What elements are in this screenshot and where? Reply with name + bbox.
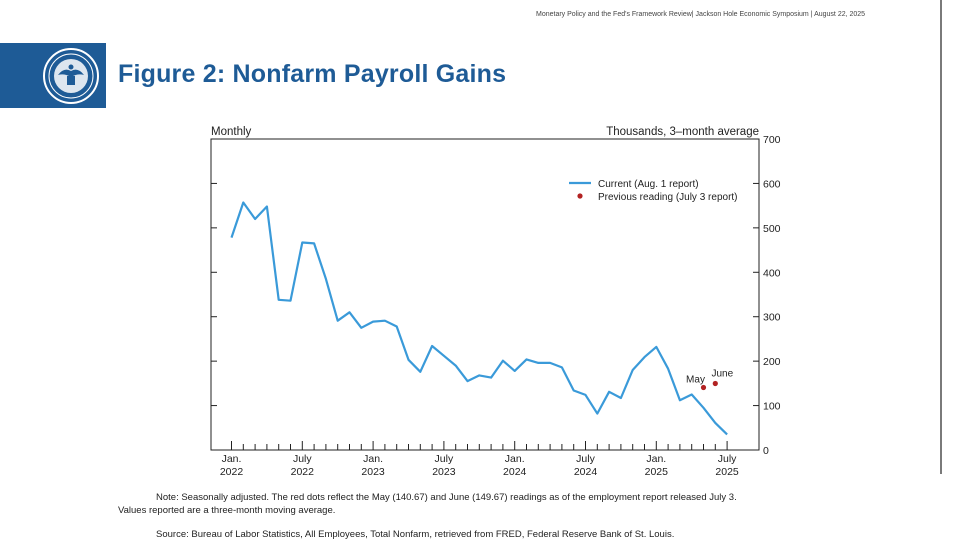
x-tick-month-label: Jan.: [646, 453, 666, 465]
legend-current-label: Current (Aug. 1 report): [598, 179, 699, 190]
x-tick-month-label: July: [435, 453, 454, 465]
slide-right-rule: [940, 0, 942, 474]
y-tick-label: 0: [763, 445, 769, 457]
plot-frame: [210, 138, 760, 451]
left-axis-label: Monthly: [211, 126, 252, 138]
previous-reading-label: May: [686, 375, 705, 386]
previous-reading-dot: [700, 384, 707, 391]
y-tick-label: 100: [763, 401, 781, 413]
note-line-1: Note: Seasonally adjusted. The red dots …: [156, 492, 737, 503]
x-tick-year-label: 2022: [291, 466, 315, 478]
y-tick-label: 500: [763, 223, 781, 235]
figure-note: Note: Seasonally adjusted. The red dots …: [118, 492, 898, 517]
note-line-2: Values reported are a three-month moving…: [118, 504, 336, 516]
federal-reserve-seal-icon: [43, 48, 99, 104]
y-tick-label: 700: [763, 134, 781, 146]
x-tick-month-label: Jan.: [363, 453, 383, 465]
previous-reading-label: June: [711, 369, 733, 380]
x-tick-month-label: Jan.: [505, 453, 525, 465]
legend-previous-label: Previous reading (July 3 report): [598, 192, 738, 203]
x-tick-month-label: July: [718, 453, 737, 465]
x-tick-year-label: 2023: [432, 466, 456, 478]
y-tick-label: 300: [763, 312, 781, 324]
x-tick-year-label: 2022: [220, 466, 244, 478]
x-tick-month-label: July: [293, 453, 312, 465]
y-tick-label: 600: [763, 178, 781, 190]
x-tick-year-label: 2024: [503, 466, 527, 478]
y-tick-label: 400: [763, 267, 781, 279]
legend-previous-swatch: [577, 193, 583, 199]
x-tick-year-label: 2025: [715, 466, 739, 478]
right-axis-label: Thousands, 3–month average: [606, 126, 759, 138]
current-series-line: [230, 201, 728, 436]
source-line: Source: Bureau of Labor Statistics, All …: [156, 529, 675, 540]
x-tick-year-label: 2023: [361, 466, 385, 478]
y-tick-label: 200: [763, 356, 781, 368]
header-meta: Monetary Policy and the Fed's Framework …: [536, 11, 866, 18]
x-tick-month-label: July: [576, 453, 595, 465]
figure-title: Figure 2: Nonfarm Payroll Gains: [118, 60, 507, 88]
x-tick-month-label: Jan.: [222, 453, 242, 465]
x-tick-year-label: 2025: [645, 466, 669, 478]
x-tick-year-label: 2024: [574, 466, 598, 478]
previous-reading-dot: [712, 380, 718, 387]
